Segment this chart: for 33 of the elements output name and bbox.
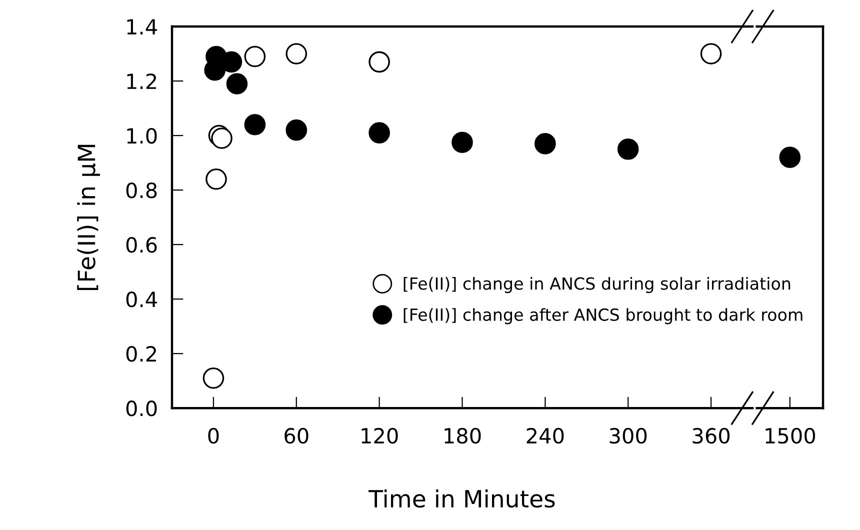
x-tick-label: 1500 [766,428,816,444]
point [226,73,248,94]
point [206,168,227,190]
point [700,43,722,64]
point [286,43,308,64]
x-axis-title: Time in Minutes [368,489,555,508]
y-tick-label: 1.4 [127,19,157,34]
point [244,46,266,68]
point [202,367,224,389]
point [534,133,556,154]
y-tick-label: 0.8 [126,182,157,198]
y-tick-label: 1.0 [127,128,157,144]
y-tick-label: 0.6 [126,237,157,253]
point [452,132,473,153]
legend-label: [Fe(II)] change after ANCS brought to dark room [404,308,802,324]
x-tick-label: 360 [692,428,730,444]
point [368,122,390,144]
x-tick-label: 0 [208,428,219,444]
x-tick-label: 300 [610,428,647,444]
y-axis-title: [Fe(II)] in μM [77,144,100,290]
point [244,114,266,136]
x-tick-label: 180 [444,428,481,444]
x-tick-label: 240 [526,428,564,444]
point [368,51,390,73]
y-tick-label: 1.2 [127,73,156,89]
y-tick-label: 0.2 [126,346,156,362]
point [286,119,308,141]
legend-label: [Fe(II)] change in ANCS during solar irradiation [404,276,790,294]
y-tick-label: 0.0 [126,400,157,416]
x-tick-label: 60 [284,428,308,444]
y-tick-label: 0.4 [126,292,157,308]
x-tick-label: 120 [362,428,398,444]
point [617,138,639,160]
